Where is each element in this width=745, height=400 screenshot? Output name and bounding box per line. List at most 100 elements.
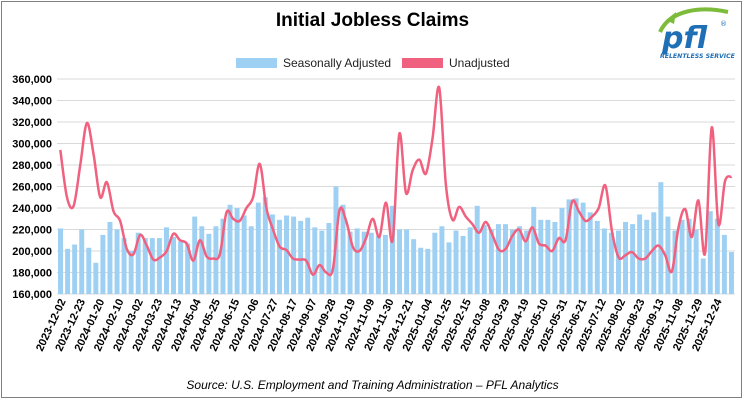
bar-seasonally-adjusted [651, 212, 657, 294]
y-axis: 160,000 180,000 200,000 220,000 240,000 260,0… [12, 74, 52, 301]
bar-seasonally-adjusted [107, 221, 113, 294]
bar-seasonally-adjusted [460, 235, 466, 294]
bar-seasonally-adjusted [284, 215, 289, 294]
bar-seasonally-adjusted [93, 262, 99, 294]
line-series-unadjusted [59, 85, 733, 277]
chart-title: Initial Jobless Claims [275, 10, 470, 31]
bar-seasonally-adjusted [623, 221, 628, 294]
bar-seasonally-adjusted [503, 224, 508, 295]
bar-seasonally-adjusted [495, 224, 501, 295]
y-tick-label: 160,000 [12, 289, 52, 301]
bar-seasonally-adjusted [142, 238, 148, 294]
legend-swatch-bar [236, 58, 277, 68]
bar-seasonally-adjusted [234, 208, 240, 294]
logo-trademark: ® [720, 20, 727, 28]
bar-seasonally-adjusted [340, 204, 346, 294]
bar-seasonally-adjusted [262, 197, 268, 294]
legend-label-unadjusted: Unadjusted [449, 56, 510, 70]
bar-seasonally-adjusted [608, 232, 614, 294]
bar-seasonally-adjusted [524, 230, 530, 294]
y-tick-label: 240,000 [12, 203, 52, 215]
bar-seasonally-adjusted [326, 223, 332, 294]
bar-seasonally-adjusted [199, 226, 205, 294]
bar-seasonally-adjusted [312, 227, 318, 294]
bar-seasonally-adjusted [474, 205, 480, 294]
bar-seasonally-adjusted [347, 231, 353, 294]
bar-seasonally-adjusted [446, 242, 452, 294]
bar-seasonally-adjusted [227, 204, 233, 294]
logo-leaf [666, 12, 676, 24]
bar-seasonally-adjusted [425, 248, 431, 294]
bar-seasonally-adjusted [72, 244, 78, 294]
bar-seasonally-adjusted [241, 215, 247, 294]
bar-seasonally-adjusted [714, 218, 720, 294]
bar-seasonally-adjusted [128, 251, 134, 294]
bar-seasonally-adjusted [566, 199, 572, 294]
bar-seasonally-adjusted [58, 228, 63, 294]
bar-seasonally-adjusted [269, 214, 275, 294]
bar-seasonally-adjusted [538, 219, 544, 294]
logo-swoosh [658, 7, 729, 33]
bar-seasonally-adjusted [65, 248, 71, 294]
y-tick-label: 180,000 [12, 268, 52, 280]
bar-seasonally-adjusted [354, 228, 360, 294]
x-axis: 2023-12-022023-12-232024-01-202024-02-10… [34, 296, 725, 353]
bar-seasonally-adjusted [721, 234, 727, 295]
bar-seasonally-adjusted [552, 221, 558, 294]
logo-tagline: RELENTLESS SERVICE [660, 53, 736, 60]
bar-seasonally-adjusted [298, 220, 304, 294]
bar-seasonally-adjusted [594, 220, 600, 294]
bar-seasonally-adjusted [693, 229, 699, 294]
bar-seasonally-adjusted [700, 258, 706, 294]
bar-seasonally-adjusted [255, 202, 261, 295]
bar-seasonally-adjusted [707, 211, 713, 294]
bar-seasonally-adjusted [382, 234, 388, 295]
y-tick-label: 340,000 [12, 96, 52, 108]
bar-seasonally-adjusted [149, 238, 155, 294]
bar-seasonally-adjusted [729, 252, 734, 294]
y-tick-label: 280,000 [12, 160, 52, 172]
bar-seasonally-adjusted [404, 229, 410, 294]
bar-seasonally-adjusted [135, 232, 141, 294]
bar-seasonally-adjusted [580, 202, 586, 295]
y-tick-label: 220,000 [12, 225, 52, 237]
bar-seasonally-adjusted [679, 219, 685, 294]
y-tick-label: 300,000 [12, 139, 52, 151]
bar-seasonally-adjusted [573, 198, 579, 294]
bar-seasonally-adjusted [432, 232, 438, 294]
bar-seasonally-adjusted [156, 238, 162, 294]
bar-seasonally-adjusted [510, 229, 515, 294]
bar-seasonally-adjusted [277, 219, 282, 294]
bar-seasonally-adjusted [79, 229, 85, 294]
bar-seasonally-adjusted [439, 226, 445, 294]
bar-seasonally-adjusted [171, 237, 176, 294]
legend-item-unadjusted: Unadjusted [402, 56, 510, 70]
bar-seasonally-adjusted [665, 216, 671, 294]
bar-seasonally-adjusted [686, 218, 692, 294]
bar-seasonally-adjusted [220, 218, 226, 294]
bar-seasonally-adjusted [206, 233, 212, 294]
bar-seasonally-adjusted [368, 232, 374, 294]
bar-seasonally-adjusted [481, 225, 487, 294]
y-tick-label: 320,000 [12, 117, 52, 129]
legend: Seasonally Adjusted Unadjusted [0, 56, 745, 72]
bar-seasonally-adjusted [559, 208, 565, 294]
bar-seasonally-adjusted [86, 247, 92, 294]
bar-seasonally-adjusted [467, 227, 473, 294]
bar-seasonally-adjusted [658, 182, 664, 294]
bar-seasonally-adjusted [517, 226, 523, 294]
legend-label-seasonally-adjusted: Seasonally Adjusted [283, 56, 392, 70]
bar-seasonally-adjusted [164, 227, 169, 294]
line-unadjusted [59, 85, 733, 277]
logo-wordmark: pfl [661, 21, 707, 56]
bar-seasonally-adjusted [418, 247, 424, 294]
source-note: Source: U.S. Employment and Training Adm… [186, 378, 559, 392]
bar-seasonally-adjusted [361, 231, 367, 294]
gridlines [57, 78, 735, 295]
y-tick-label: 360,000 [12, 74, 52, 86]
bar-seasonally-adjusted [319, 230, 325, 294]
y-tick-label: 260,000 [12, 182, 52, 194]
bar-seasonally-adjusted [411, 239, 417, 294]
